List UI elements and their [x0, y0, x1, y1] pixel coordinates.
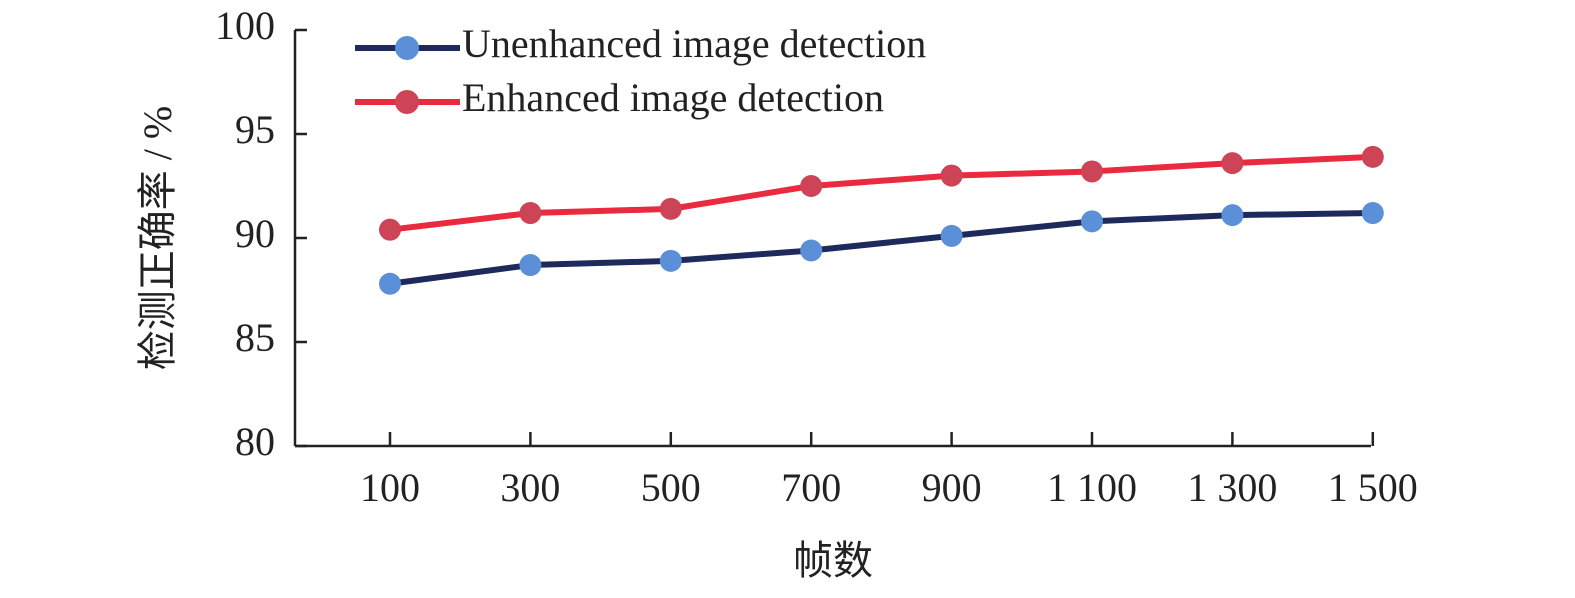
data-point: [1221, 152, 1244, 175]
data-point: [800, 175, 823, 197]
data-point: [1361, 202, 1384, 225]
y-tick-label: 85: [235, 315, 275, 360]
legend-label: Unenhanced image detection: [462, 21, 926, 66]
legend-marker: [395, 36, 419, 60]
data-point: [659, 249, 682, 272]
legend-marker: [395, 90, 419, 114]
data-point: [519, 202, 542, 225]
data-point: [940, 224, 963, 247]
data-point: [940, 164, 963, 187]
data-point: [800, 239, 823, 262]
y-tick-label: 95: [235, 107, 275, 152]
data-point: [1361, 145, 1384, 168]
x-tick-label: 1 300: [1187, 465, 1277, 510]
series-line: [389, 153, 1373, 233]
x-tick-label: 500: [641, 465, 701, 510]
x-tick-label: 1 100: [1047, 465, 1137, 510]
x-tick-label: 100: [360, 465, 420, 510]
data-point: [1081, 210, 1103, 233]
data-point: [379, 218, 401, 241]
data-point: [659, 197, 682, 220]
legend-label: Enhanced image detection: [462, 75, 884, 120]
y-tick-label: 100: [215, 3, 275, 48]
data-point: [1081, 160, 1103, 183]
data-point: [519, 254, 542, 277]
y-tick-label: 80: [235, 419, 275, 464]
series-line: [389, 210, 1373, 287]
x-tick-label: 1 500: [1328, 465, 1418, 510]
y-tick-label: 90: [235, 211, 275, 256]
y-axis-label: 检测正确率 / %: [135, 106, 180, 370]
data-point: [379, 272, 401, 295]
x-axis-label: 帧数: [793, 538, 873, 583]
x-tick-label: 300: [500, 465, 560, 510]
x-tick-label: 700: [781, 465, 841, 510]
x-tick-label: 900: [922, 465, 982, 510]
data-point: [1221, 204, 1244, 227]
